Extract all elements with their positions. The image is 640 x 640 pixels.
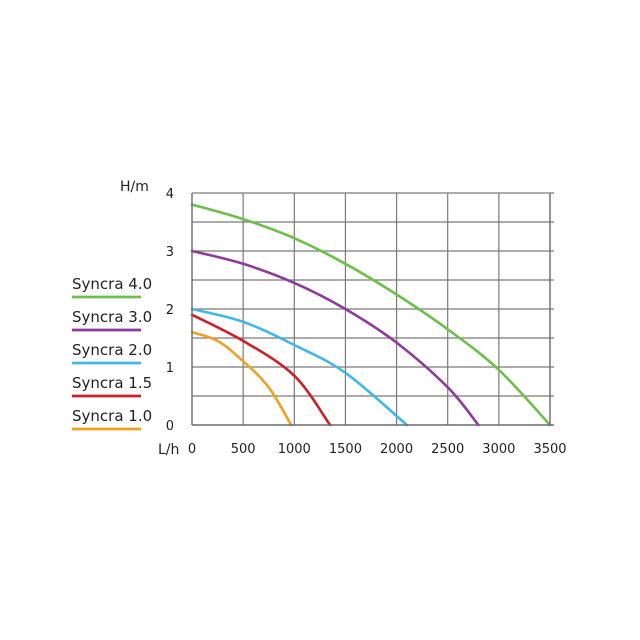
legend-label: Syncra 1.0	[72, 407, 152, 425]
series-line-5	[190, 330, 293, 427]
y-tick-label: 1	[166, 361, 174, 376]
series-line-4	[190, 313, 332, 427]
y-tick-label: 2	[166, 303, 174, 318]
y-tick-label: 4	[166, 187, 174, 202]
x-tick-labels: 0 500 1000 1500 2000 2500 3000 3500	[188, 442, 567, 457]
y-tick-label: 0	[166, 419, 174, 434]
x-tick-label: 0	[188, 442, 196, 457]
legend-label: Syncra 4.0	[72, 275, 152, 293]
x-tick-label: 3000	[482, 442, 515, 457]
grid	[192, 192, 554, 425]
y-tick-label: 3	[166, 245, 174, 260]
x-tick-label: 3500	[533, 442, 566, 457]
x-tick-label: 2500	[431, 442, 464, 457]
legend-label: Syncra 2.0	[72, 341, 152, 359]
series-line-1	[190, 203, 552, 427]
x-axis-title: L/h	[158, 442, 179, 458]
x-tick-label: 500	[231, 442, 256, 457]
y-tick-labels: 0 1 2 3 4	[166, 187, 174, 434]
series-line-3	[190, 307, 409, 427]
y-axis-title: H/m	[120, 179, 149, 195]
legend-label: Syncra 3.0	[72, 308, 152, 326]
legend: Syncra 4.0 Syncra 3.0 Syncra 2.0 Syncra 1.5…	[72, 275, 152, 431]
x-tick-label: 1500	[329, 442, 362, 457]
x-tick-label: 2000	[380, 442, 413, 457]
x-tick-label: 1000	[278, 442, 311, 457]
plot-frame	[191, 193, 554, 426]
series-lines	[190, 203, 552, 427]
legend-label: Syncra 1.5	[72, 374, 152, 392]
series-line-2	[190, 249, 480, 427]
